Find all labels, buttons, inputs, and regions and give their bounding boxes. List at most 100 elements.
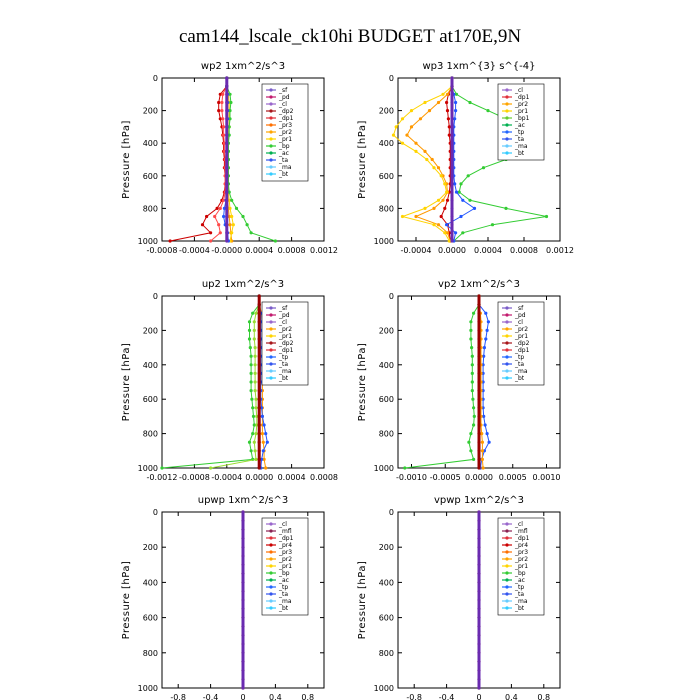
series-marker-bt: [241, 660, 245, 664]
legend-marker: [505, 585, 509, 589]
series-marker-bt: [241, 528, 245, 532]
series-marker-bt: [477, 686, 481, 690]
series-line-dp1: [161, 296, 260, 469]
legend-entry: _cl: [278, 101, 287, 108]
legend-entry: _ma: [514, 368, 528, 375]
series-marker-bt: [257, 397, 261, 401]
legend-entry: _dp1: [278, 115, 294, 122]
legend-entry: _pr4: [278, 542, 292, 549]
series-marker-ac: [461, 231, 465, 235]
series-marker-dp1: [221, 92, 225, 96]
series-marker-dp1: [251, 414, 256, 418]
series-marker-dp1: [247, 440, 252, 444]
series-marker-bt: [241, 536, 245, 541]
series-marker-bt: [477, 346, 481, 350]
series-marker-pr1: [445, 190, 449, 194]
series-marker-bt: [477, 466, 481, 470]
series-marker-ac: [457, 190, 461, 194]
series-marker-bt: [225, 117, 229, 121]
series-marker-dp1: [249, 449, 253, 453]
panel-4: vp2 1xm^2/s^3 Pressure [hPa] 0 200 400 600 800…: [357, 279, 561, 482]
legend-entry: _bt: [514, 375, 525, 382]
legend-marker: [505, 578, 509, 582]
x-tick-label: 0.0004: [278, 473, 306, 482]
series-marker-tp: [445, 223, 449, 227]
legend-marker: [505, 116, 509, 120]
y-tick-label: 800: [379, 204, 394, 213]
legend-entry: _tp: [514, 354, 524, 361]
series-marker-bp: [245, 223, 249, 227]
series-marker-tp: [260, 457, 264, 461]
y-axis-label: Pressure [hPa]: [121, 343, 132, 422]
series-marker-bt: [477, 633, 481, 637]
series-marker-tp: [454, 231, 458, 235]
series-marker-bt: [477, 642, 481, 646]
legend-marker: [505, 130, 509, 134]
series-marker-bt: [225, 125, 229, 129]
series-marker-dp1: [249, 380, 253, 384]
series-marker-dp1: [446, 117, 450, 121]
legend-marker: [269, 550, 273, 554]
legend-marker: [505, 348, 509, 352]
series-marker-bt: [225, 223, 229, 227]
series-marker-dp1: [445, 109, 450, 113]
legend-entry: _ta: [278, 361, 288, 368]
series-marker-tp: [453, 182, 457, 186]
series-marker-bp: [229, 100, 233, 105]
legend-entry: _ta: [514, 591, 524, 598]
y-tick-label: 800: [379, 430, 394, 439]
series-marker-bt: [225, 133, 229, 137]
legend-marker: [269, 599, 273, 603]
series-marker-pr1: [400, 141, 405, 145]
series-marker-dp1: [470, 346, 474, 350]
y-axis-label: Pressure [hPa]: [121, 120, 132, 199]
series-marker-bt: [225, 157, 229, 162]
series-marker-bt: [257, 423, 261, 427]
series-marker-bt: [241, 580, 245, 585]
series-marker-dp2: [254, 432, 258, 436]
y-tick-label: 0: [389, 292, 394, 301]
legend-entry: _pr3: [278, 122, 292, 129]
series-marker-dp2: [218, 92, 222, 96]
x-tick-label: 0.0004: [474, 246, 502, 255]
legend-marker: [269, 158, 273, 162]
legend-marker: [269, 571, 273, 575]
legend-marker: [505, 88, 509, 92]
legend-marker: [505, 334, 509, 338]
series-marker-bt: [477, 294, 481, 298]
series-marker-bt: [477, 607, 481, 611]
series-marker-dp1: [249, 354, 253, 358]
legend-marker: [269, 165, 273, 169]
series-marker-bt: [225, 182, 229, 186]
series-marker-pr3: [227, 214, 231, 219]
series-marker-bt: [450, 223, 454, 227]
series-marker-dp1: [471, 397, 475, 401]
x-tick-label: 0.4: [505, 693, 518, 700]
series-marker-pr2: [230, 231, 234, 235]
legend-entry: _mfl: [278, 528, 292, 535]
series-marker-ac: [454, 92, 459, 96]
legend-marker: [505, 376, 509, 380]
legend-entry: _bp: [514, 570, 526, 577]
series-marker-pr2: [423, 149, 427, 153]
x-tick-label: 0.0008: [310, 473, 338, 482]
series-marker-bt: [241, 686, 245, 690]
panel-1: wp2 1xm^2/s^3 Pressure [hPa] 0 200 400 600 800…: [121, 61, 338, 255]
series-marker-pr1: [481, 466, 485, 470]
series-marker-bt: [477, 519, 481, 523]
series-marker-bt: [450, 239, 454, 243]
x-tick-label: 0.0005: [499, 473, 527, 482]
series-marker-bt: [257, 449, 261, 453]
legend-entry: _ta: [514, 361, 524, 368]
series-marker-dp2: [218, 117, 222, 121]
x-tick-label: -0.4: [203, 693, 219, 700]
series-marker-dp1: [222, 198, 226, 202]
series-marker-dp1: [247, 320, 252, 324]
legend-marker: [269, 543, 273, 547]
series-marker-dp1: [469, 449, 473, 453]
series-marker-pr1: [436, 198, 441, 202]
legend-entry: _bt: [278, 375, 289, 382]
series-marker-dp1: [222, 133, 226, 137]
y-tick-label: 400: [143, 578, 158, 587]
legend-entry: _ma: [514, 598, 528, 605]
